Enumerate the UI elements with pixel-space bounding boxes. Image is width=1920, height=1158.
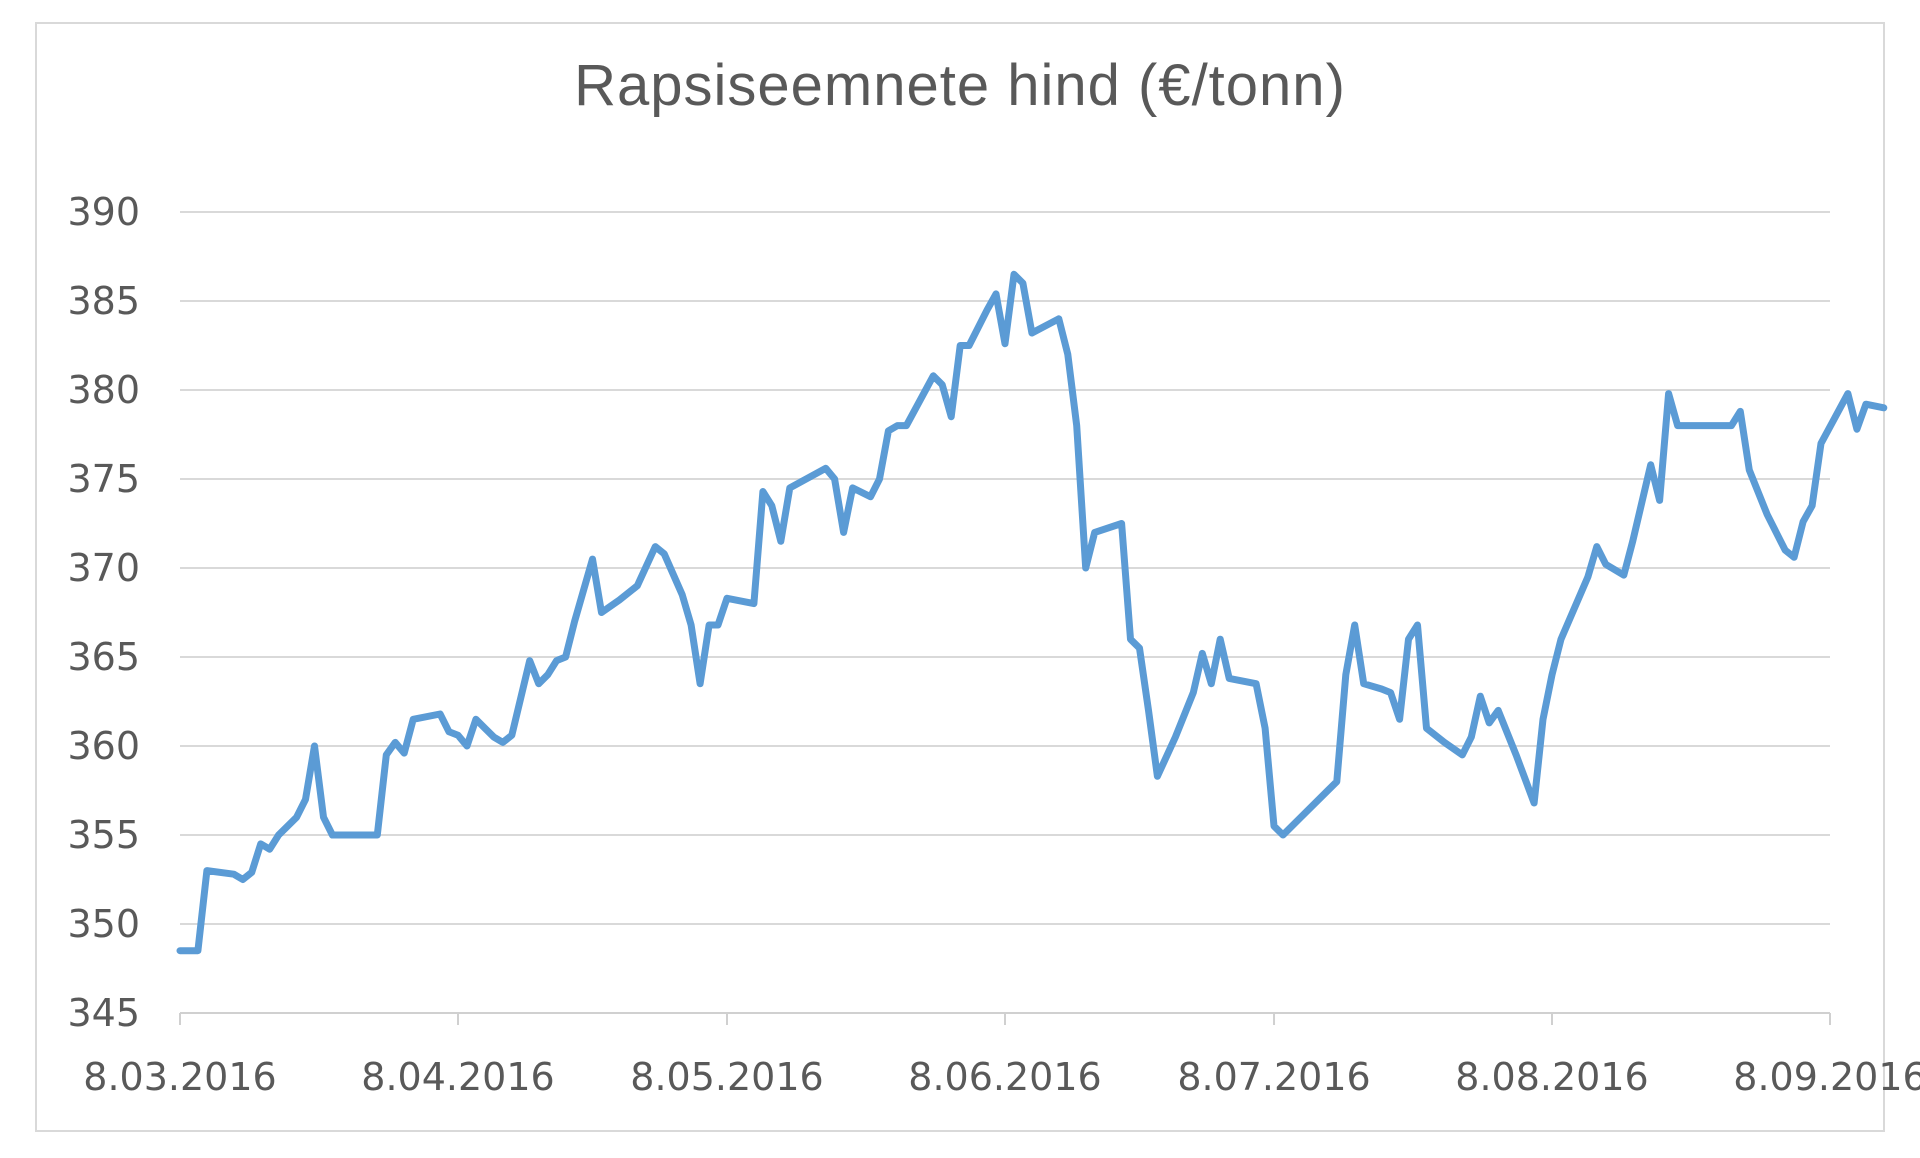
y-axis-tick-labels: 390 385 380 375 370 365 360 355 350 345 — [67, 190, 140, 1035]
chart-title: Rapsiseemnete hind (€/tonn) — [574, 53, 1346, 118]
x-tick-label: 8.09.2016 — [1733, 1055, 1920, 1099]
x-tick-label: 8.05.2016 — [630, 1055, 823, 1099]
y-tick-label: 350 — [67, 902, 140, 946]
y-tick-label: 345 — [67, 991, 140, 1035]
y-tick-label: 370 — [67, 546, 140, 590]
y-tick-label: 365 — [67, 635, 140, 679]
x-tick-label: 8.04.2016 — [361, 1055, 554, 1099]
y-tick-label: 390 — [67, 190, 140, 234]
chart-frame — [35, 22, 1885, 1132]
y-tick-label: 380 — [67, 368, 140, 412]
series-group — [176, 270, 1888, 955]
x-tick-label: 8.07.2016 — [1177, 1055, 1370, 1099]
x-tick-label: 8.06.2016 — [908, 1055, 1101, 1099]
x-tick-label: 8.03.2016 — [83, 1055, 276, 1099]
y-tick-label: 360 — [67, 724, 140, 768]
x-tick-label: 8.08.2016 — [1455, 1055, 1648, 1099]
y-tick-label: 375 — [67, 457, 140, 501]
y-tick-label: 385 — [67, 279, 140, 323]
series-line — [176, 270, 1888, 955]
x-axis-tick-labels: 8.03.2016 8.04.2016 8.05.2016 8.06.2016 8.07… — [83, 1013, 1920, 1099]
y-tick-label: 355 — [67, 813, 140, 857]
